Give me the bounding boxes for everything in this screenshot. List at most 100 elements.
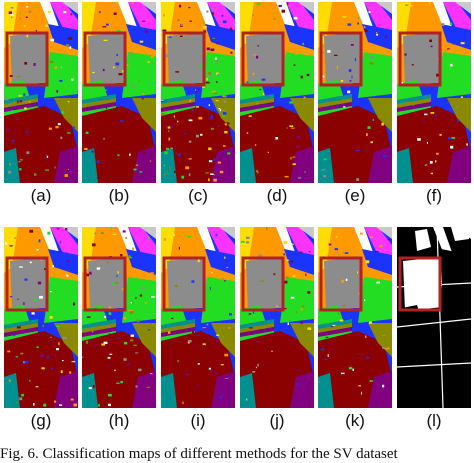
map-noise-speck xyxy=(125,237,127,239)
map-noise-speck xyxy=(210,127,214,130)
map-noise-speck xyxy=(115,282,119,284)
map-noise-speck xyxy=(11,110,14,113)
map-region-olive xyxy=(132,98,156,132)
map-noise-speck xyxy=(23,302,25,305)
map-noise-speck xyxy=(322,35,325,37)
map-noise-speck xyxy=(146,386,150,388)
map-noise-speck xyxy=(9,245,13,247)
map-noise-speck xyxy=(187,236,192,238)
map-noise-speck xyxy=(255,366,257,369)
map-noise-speck xyxy=(164,151,168,155)
map-region-purple xyxy=(211,146,235,183)
map-noise-speck xyxy=(122,70,125,73)
map-noise-speck xyxy=(286,259,289,261)
map-noise-speck xyxy=(103,339,107,341)
map-noise-speck xyxy=(138,80,140,82)
map-region-gray xyxy=(10,257,50,311)
map-noise-speck xyxy=(26,34,29,38)
map-noise-speck xyxy=(16,76,21,78)
map-noise-speck xyxy=(59,80,63,82)
map-noise-speck xyxy=(40,354,44,358)
map-noise-speck xyxy=(436,152,439,155)
map-noise-speck xyxy=(213,92,218,94)
map-noise-speck xyxy=(188,6,191,9)
map-noise-speck xyxy=(214,57,218,60)
map-stripe xyxy=(161,94,195,104)
map-noise-speck xyxy=(38,239,41,242)
map-noise-speck xyxy=(410,4,413,7)
map-noise-speck xyxy=(219,170,224,174)
map-noise-speck xyxy=(151,296,155,298)
map-noise-speck xyxy=(300,308,303,311)
map-noise-speck xyxy=(359,232,363,235)
map-noise-speck xyxy=(171,317,174,319)
map-noise-speck xyxy=(222,95,224,97)
map-region-teal xyxy=(240,373,256,408)
map-noise-speck xyxy=(163,173,167,175)
map-noise-speck xyxy=(50,336,52,338)
map-noise-speck xyxy=(220,396,223,399)
map-noise-speck xyxy=(108,312,112,315)
map-noise-speck xyxy=(381,122,384,126)
map-region-green xyxy=(280,277,314,323)
map-noise-speck xyxy=(37,281,42,285)
map-noise-speck xyxy=(210,370,213,372)
map-noise-speck xyxy=(65,228,68,231)
map-noise-speck xyxy=(40,51,44,53)
map-noise-speck xyxy=(356,60,358,64)
map-noise-speck xyxy=(85,131,89,134)
map-noise-speck xyxy=(224,130,228,134)
map-region-purple xyxy=(368,371,392,408)
map-noise-speck xyxy=(29,229,34,233)
map-stripe xyxy=(82,106,116,116)
map-noise-speck xyxy=(226,266,229,268)
map-region-olive xyxy=(290,323,314,357)
map-noise-speck xyxy=(175,71,180,73)
map-noise-speck xyxy=(181,175,185,179)
map-noise-speck xyxy=(321,169,326,171)
map-region-teal xyxy=(82,373,98,408)
map-noise-speck xyxy=(273,273,276,276)
panel-label: (c) xyxy=(188,186,208,205)
map-noise-speck xyxy=(382,347,386,349)
map-noise-speck xyxy=(466,143,468,146)
map-noise-speck xyxy=(208,71,211,75)
map-noise-speck xyxy=(123,317,127,320)
map-noise-speck xyxy=(61,111,65,114)
map-region-purple xyxy=(211,371,235,408)
map-noise-speck xyxy=(59,241,62,244)
map-region-lightgray xyxy=(62,2,78,14)
map-noise-speck xyxy=(252,311,255,314)
classification-map-image xyxy=(318,2,392,183)
map-noise-speck xyxy=(106,106,108,110)
map-noise-speck xyxy=(296,144,299,147)
highlight-box xyxy=(83,31,127,87)
classification-map xyxy=(161,227,235,408)
map-noise-speck xyxy=(64,174,68,177)
map-noise-speck xyxy=(187,339,192,343)
map-noise-speck xyxy=(334,54,338,56)
map-noise-speck xyxy=(131,2,134,4)
map-noise-speck xyxy=(188,140,192,143)
map-noise-speck xyxy=(56,228,60,230)
map-noise-speck xyxy=(104,89,107,91)
map-region-teal xyxy=(4,148,20,183)
map-noise-speck xyxy=(163,133,168,136)
map-noise-speck xyxy=(144,302,148,304)
map-region-white xyxy=(433,2,453,32)
map-noise-speck xyxy=(357,22,359,25)
map-noise-speck xyxy=(91,243,96,247)
map-noise-speck xyxy=(163,164,166,167)
map-stripe xyxy=(161,102,195,112)
map-noise-speck xyxy=(40,127,44,131)
map-stripe xyxy=(397,106,431,116)
map-noise-speck xyxy=(208,178,210,182)
map-noise-speck xyxy=(45,153,47,155)
map-noise-speck xyxy=(141,98,144,100)
map-noise-speck xyxy=(255,102,259,104)
map-noise-speck xyxy=(196,384,199,386)
panel-label: (i) xyxy=(190,411,206,430)
map-noise-speck xyxy=(441,23,445,27)
map-noise-speck xyxy=(215,233,218,236)
map-region-magenta xyxy=(364,2,392,36)
